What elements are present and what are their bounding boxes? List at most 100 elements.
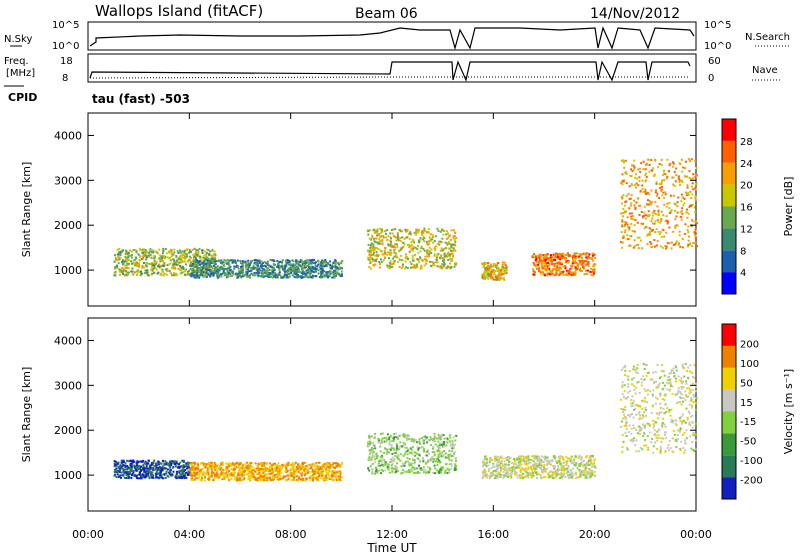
echo-cell [158,461,161,464]
echo-cell [641,179,644,182]
echo-cell [119,257,122,260]
echo-cell [193,478,196,481]
echo-cell [288,272,290,275]
echo-cell [491,270,494,273]
echo-cell [658,233,661,235]
echo-cell [580,262,583,265]
echo-cell [334,471,337,474]
echo-cell [574,269,577,272]
echo-cell [370,243,372,246]
echo-cell [428,253,430,256]
echo-cell [566,270,569,273]
echo-cell [401,468,404,471]
echo-cell [309,467,312,470]
echo-cell [143,471,146,473]
echo-cell [490,263,493,266]
echo-cell [369,459,372,461]
echo-cell [214,263,217,266]
echo-cell [651,201,653,204]
echo-cell [183,475,186,478]
echo-cell [239,463,242,466]
echo-cell [692,188,695,191]
echo-cell [168,270,171,273]
echo-cell [385,453,388,456]
echo-cell [381,432,384,435]
echo-cell [428,255,431,258]
echo-cell [303,469,306,472]
echo-cell [666,242,669,245]
echo-cell [381,243,384,245]
echo-cell [380,229,383,232]
echo-cell [379,236,382,239]
echo-cell [321,259,323,262]
echo-cell [629,244,632,247]
echo-cell [113,462,116,465]
echo-cell [239,259,242,262]
echo-cell [582,266,584,268]
echo-cell [322,474,325,477]
echo-cell [501,263,504,266]
echo-cell [119,254,122,257]
echo-cell [665,205,668,208]
echo-cell [396,456,398,459]
echo-cell [423,240,426,243]
echo-cell [116,463,119,466]
echo-cell [337,261,340,264]
echo-cell [417,251,420,254]
echo-cell [385,233,387,236]
echo-cell [483,278,486,281]
echo-cell [242,466,245,469]
echo-cell [340,266,343,269]
echo-cell [536,261,538,264]
echo-cell [582,267,585,270]
echo-cell [645,172,648,175]
echo-cell [163,463,166,466]
echo-cell [284,266,287,269]
echo-cell [189,463,192,466]
echo-cell [249,276,252,279]
echo-cell [181,260,184,263]
echo-cell [242,478,245,481]
echo-cell [331,265,334,268]
echo-cell [132,459,135,462]
echo-cell [297,464,300,467]
echo-cell [185,263,187,266]
echo-cell [444,456,447,459]
echo-cell [228,479,231,482]
echo-cell [283,276,286,279]
echo-cell [667,220,669,223]
echo-cell [554,268,557,271]
echo-cell [502,266,505,268]
echo-cell [157,271,160,274]
echo-cell [182,467,185,470]
echo-cell [203,474,206,477]
echo-cell [450,229,453,232]
echo-cell [286,276,289,279]
echo-cell [416,263,419,266]
echo-cell [223,471,225,474]
echo-cell [407,471,410,473]
echo-cell [216,474,218,477]
echo-cell [329,477,332,480]
echo-cell [433,435,436,438]
echo-cell [429,436,432,439]
echo-cell [225,475,227,478]
echo-cell [496,269,499,272]
echo-cell [212,253,215,256]
echo-cell [151,270,154,272]
echo-cell [394,246,397,249]
echo-cell [396,236,399,239]
echo-cell [310,260,313,263]
echo-cell [197,270,200,273]
echo-cell [207,269,210,271]
echo-cell [575,261,578,264]
echo-cell [631,230,634,232]
echo-cell [561,271,564,274]
echo-cell [142,463,145,466]
echo-cell [307,471,309,474]
echo-cell [371,469,374,472]
echo-cell [225,467,228,470]
echo-cell [432,460,435,463]
echo-cell [330,267,333,270]
echo-cell [673,209,676,212]
